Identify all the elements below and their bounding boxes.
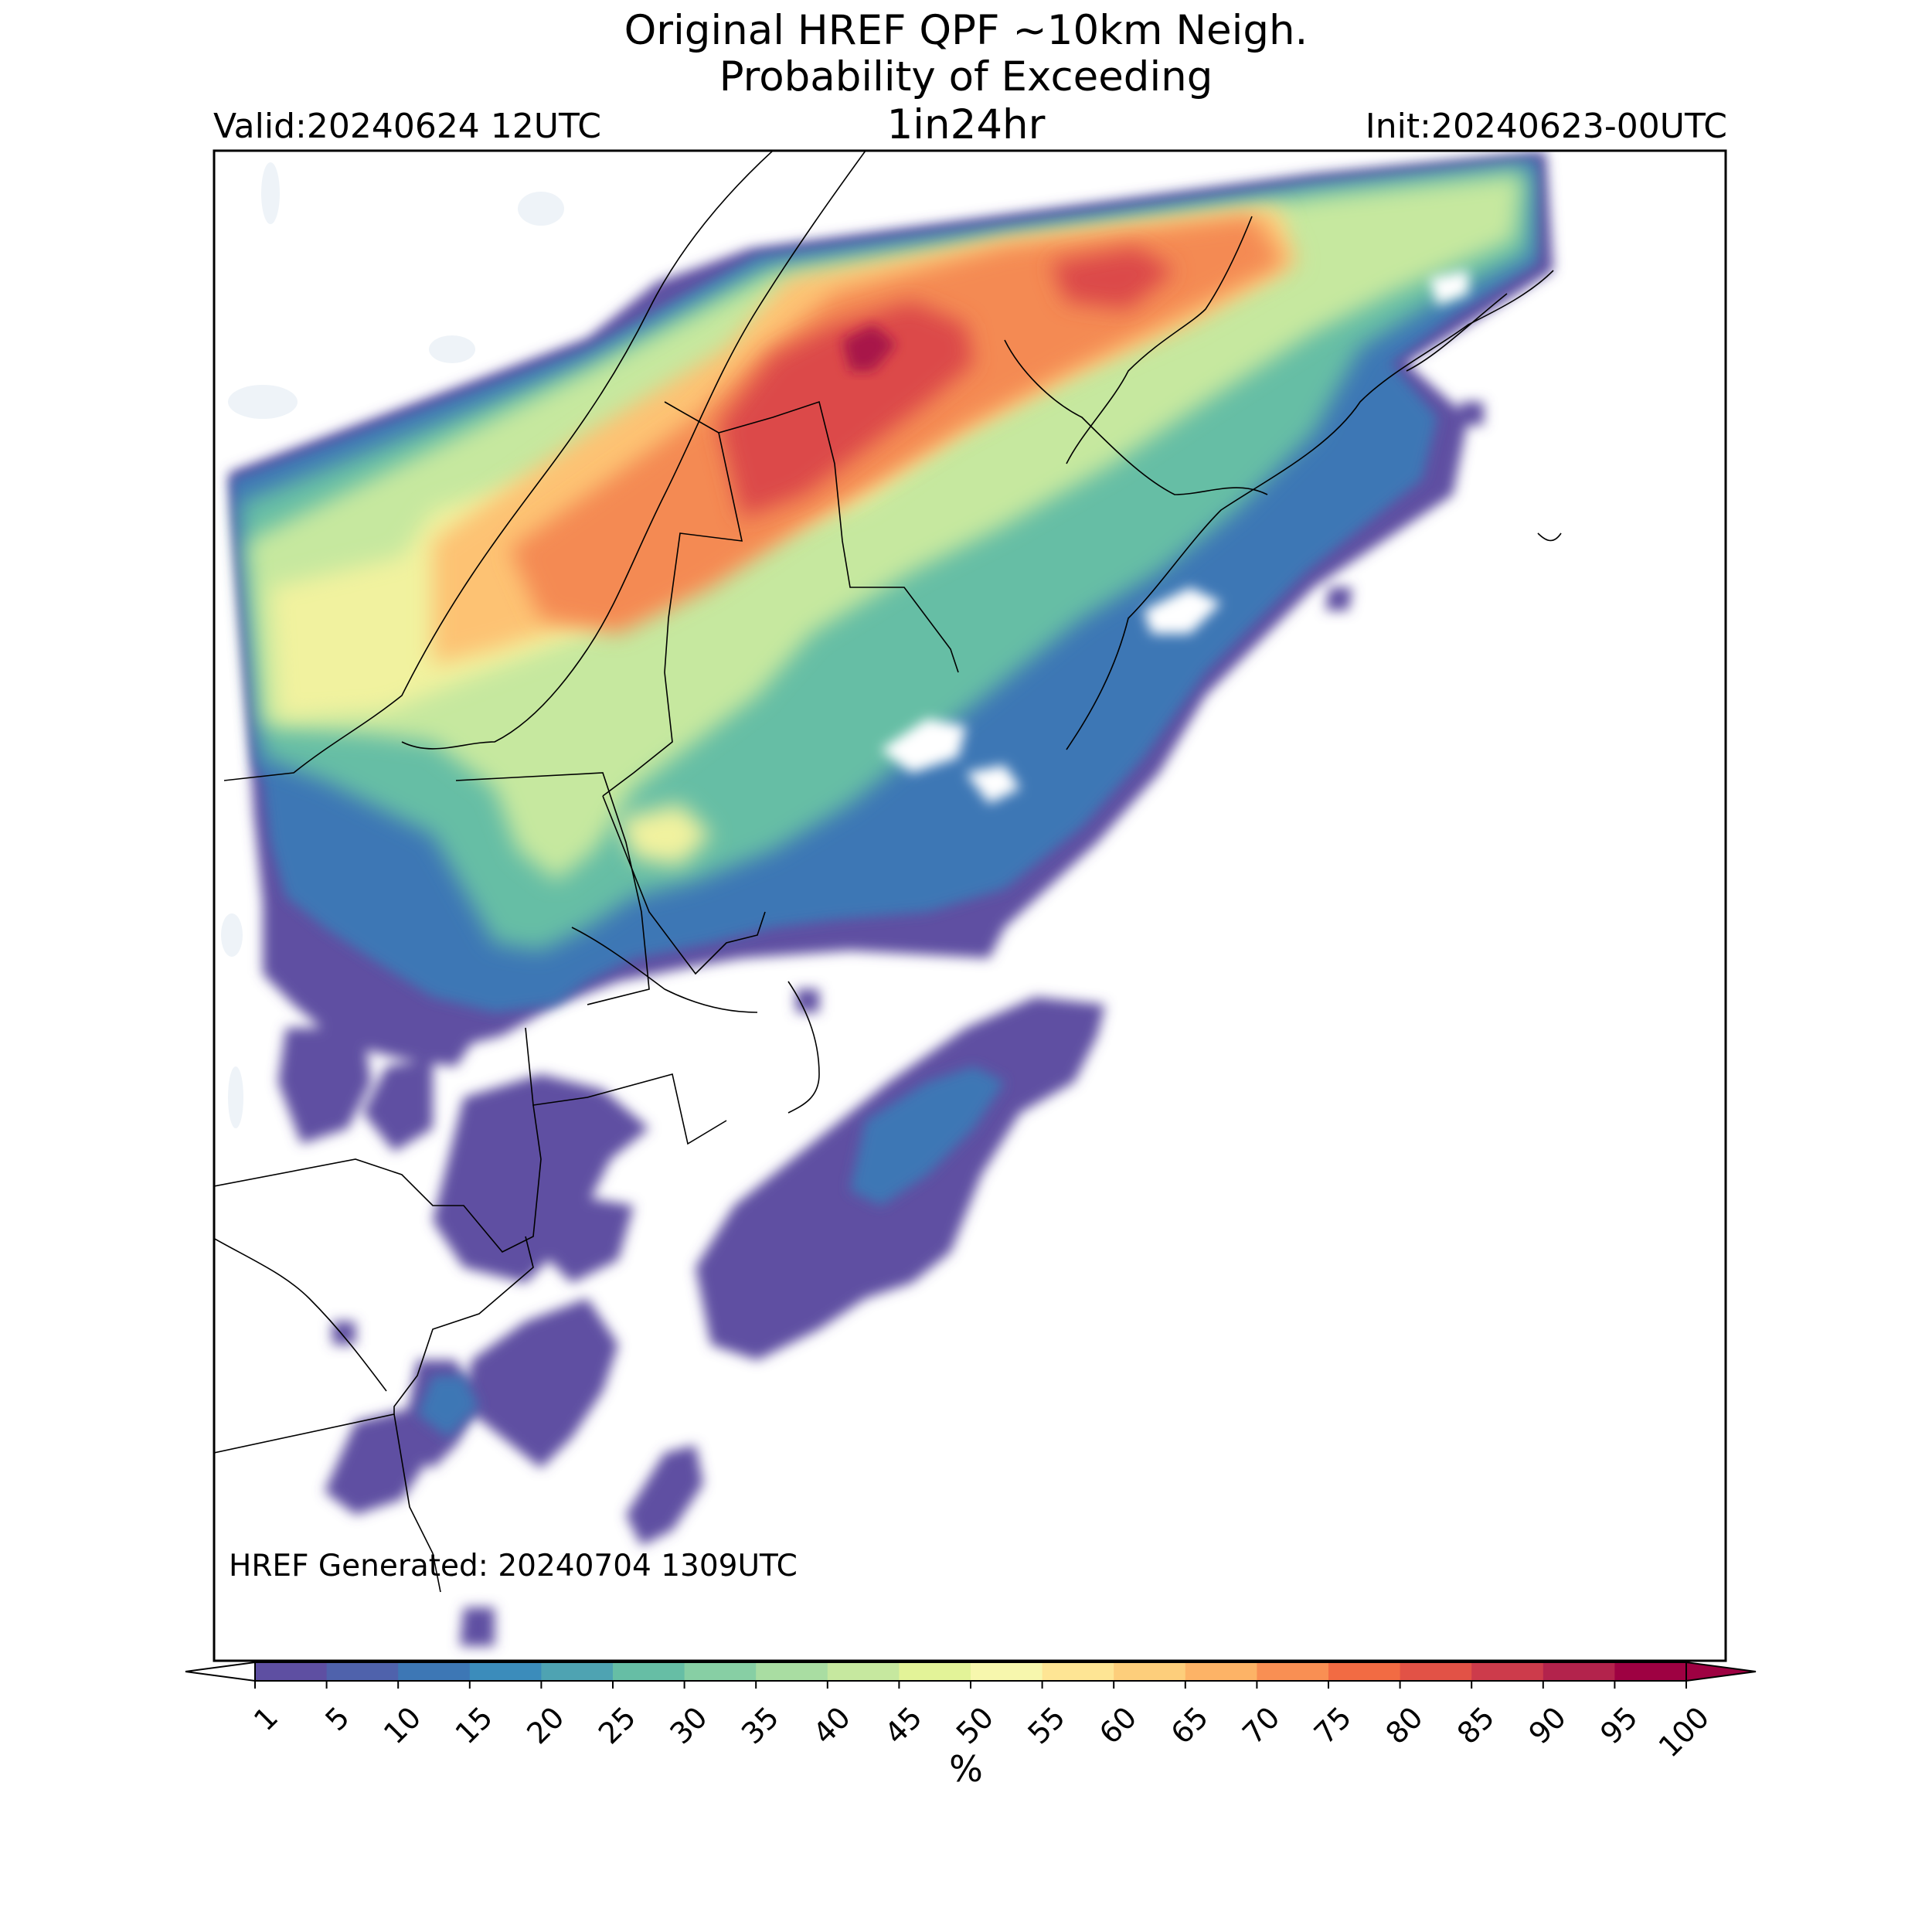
colorbar-swatch [1114, 1662, 1186, 1681]
valid-time-label: Valid:20240624 12UTC [213, 107, 602, 146]
colorbar-over-arrow [1685, 1661, 1757, 1682]
colorbar-swatch [613, 1662, 685, 1681]
no-data-gaps [881, 270, 1468, 804]
nh-maine-border [602, 795, 766, 975]
colorbar-under-arrow [185, 1661, 256, 1682]
colorbar-swatch [1400, 1662, 1472, 1681]
colorbar-swatch [469, 1662, 542, 1681]
bay-of-fundy-north [1004, 339, 1268, 495]
colorbar-tick-label: 55 [1021, 1700, 1071, 1750]
generated-timestamp: HREF Generated: 20240704 1309UTC [229, 1549, 798, 1583]
colorbar-swatch [398, 1662, 471, 1681]
colorbar-unit-label: % [949, 1748, 983, 1790]
colorbar-swatch [971, 1662, 1043, 1681]
colorbar-tick-label: 90 [1522, 1700, 1573, 1750]
st-lawrence-shore-north [223, 151, 774, 781]
title-line-3: 1in24hr [886, 101, 1046, 148]
colorbar-tick-label: 70 [1236, 1700, 1286, 1750]
colorbar-swatches [255, 1662, 1687, 1681]
colorbar-tick-label: 40 [807, 1700, 857, 1750]
colorbar-tick-label: 60 [1093, 1700, 1143, 1750]
colorbar-swatch [255, 1662, 328, 1681]
colorbar-swatch [1185, 1662, 1257, 1681]
colorbar-swatch [756, 1662, 828, 1681]
colorbar-tick-label: 65 [1165, 1700, 1215, 1750]
colorbar-swatch [541, 1662, 614, 1681]
new-england-coast [571, 927, 758, 1013]
boundaries [214, 151, 1562, 1593]
colorbar-swatch [1257, 1662, 1329, 1681]
colorbar-tick-label: 10 [377, 1700, 427, 1750]
lakes [221, 162, 564, 1128]
colorbar-tick-label: 50 [950, 1700, 1000, 1750]
vermont-border [455, 772, 650, 1005]
colorbar-swatch [1543, 1662, 1615, 1681]
cape-breton-coast [1406, 293, 1508, 372]
colorbar-tick-label: 15 [449, 1700, 499, 1750]
colorbar-tick-label: 5 [319, 1700, 356, 1737]
nj-pa-border [214, 1236, 534, 1454]
init-time-label: Init:20240623-00UTC [1365, 107, 1727, 146]
colorbar-tick-label: 45 [878, 1700, 928, 1750]
colorbar-tick-label: 95 [1594, 1700, 1644, 1750]
ny-border [214, 1104, 542, 1253]
colorbar-tick-label: 85 [1451, 1700, 1501, 1750]
title-line-1: Original HREF QPF ~10km Neigh. [624, 7, 1308, 54]
colorbar-tick-label: 30 [663, 1700, 713, 1750]
colorbar-swatch [1614, 1662, 1687, 1681]
probability-field [221, 151, 1553, 1646]
delaware-border [393, 1413, 441, 1593]
mass-border [525, 1027, 727, 1145]
colorbar-tick-label: 75 [1308, 1700, 1358, 1750]
colorbar-swatch [827, 1662, 900, 1681]
long-island-sound [214, 1237, 387, 1392]
map-border [213, 149, 1727, 1662]
colorbar-tick-label: 80 [1379, 1700, 1429, 1750]
colorbar-tick-label: 1 [247, 1700, 284, 1737]
colorbar-swatch [326, 1662, 399, 1681]
colorbar-tick-label: 20 [520, 1700, 570, 1750]
level-80-85 [719, 247, 1175, 518]
nova-scotia-coast [1066, 270, 1554, 750]
colorbar-swatch [1471, 1662, 1544, 1681]
colorbar-swatch [899, 1662, 971, 1681]
colorbar-tick-label: 25 [592, 1700, 642, 1750]
colorbar-swatch [1328, 1662, 1401, 1681]
new-brunswick-coast [1066, 216, 1253, 464]
colorbar-swatch [684, 1662, 757, 1681]
cape-cod [787, 981, 820, 1114]
colorbar-tick-label: 35 [735, 1700, 785, 1750]
level-90-95 [842, 325, 896, 371]
sable-island [1537, 532, 1562, 542]
colorbar-swatch [1042, 1662, 1114, 1681]
title-line-2: Probability of Exceeding [719, 53, 1213, 100]
maine-quebec-border [664, 400, 959, 673]
quebec-nh-border [602, 432, 743, 797]
level-40-45 [247, 174, 1522, 881]
st-lawrence-shore-south [401, 151, 866, 750]
